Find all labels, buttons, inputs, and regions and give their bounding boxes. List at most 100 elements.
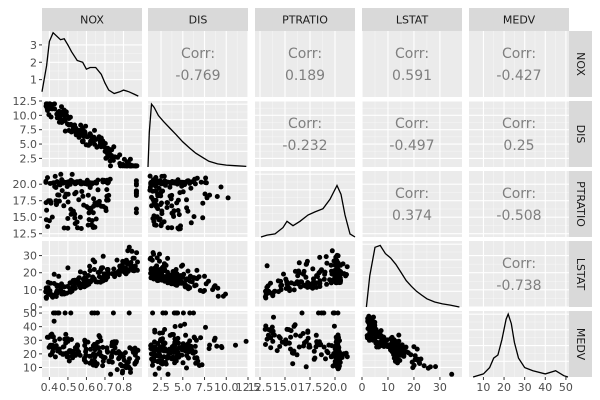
- data-point: [88, 207, 94, 213]
- data-point: [119, 370, 125, 376]
- data-point: [278, 283, 284, 289]
- data-point: [133, 182, 139, 188]
- data-point: [55, 310, 61, 316]
- data-point: [62, 310, 68, 316]
- data-point: [315, 274, 320, 280]
- data-point: [89, 218, 95, 224]
- data-point: [368, 323, 374, 329]
- y-tick-label: 1: [30, 74, 37, 87]
- panel-background: [469, 31, 569, 97]
- correlation-label: Corr:: [395, 46, 429, 62]
- data-point: [325, 350, 331, 356]
- data-point: [180, 262, 186, 268]
- column-strip-bg: [42, 8, 142, 31]
- data-point: [153, 267, 158, 273]
- column-strip-medv: MEDV: [469, 8, 569, 31]
- data-point: [165, 225, 171, 231]
- data-point: [433, 364, 438, 370]
- y-tick-label: 30: [23, 334, 37, 347]
- data-point: [187, 338, 193, 344]
- column-strip-dis: DIS: [148, 8, 248, 31]
- data-point: [72, 191, 78, 197]
- data-point: [94, 144, 100, 150]
- data-point: [54, 179, 60, 185]
- x-tick-label: 0.7: [96, 381, 114, 394]
- data-point: [223, 291, 228, 297]
- data-point: [160, 330, 165, 336]
- data-point: [203, 324, 208, 330]
- data-point: [337, 268, 343, 274]
- data-point: [187, 273, 193, 279]
- data-point: [403, 344, 409, 350]
- y-tick-label: 5.0: [20, 138, 38, 151]
- data-point: [72, 221, 78, 227]
- y-tick-label: 10: [23, 284, 37, 297]
- y-tick-label: 50: [23, 307, 37, 320]
- data-point: [98, 353, 104, 359]
- data-point: [43, 294, 49, 300]
- data-point: [331, 310, 337, 316]
- data-point: [396, 338, 402, 344]
- data-point: [43, 200, 49, 206]
- data-point: [293, 332, 299, 338]
- data-point: [333, 349, 339, 355]
- data-point: [344, 264, 350, 270]
- data-point: [46, 344, 52, 350]
- data-point: [110, 310, 116, 316]
- data-point: [72, 122, 78, 128]
- data-point: [50, 292, 56, 298]
- data-point: [326, 342, 332, 348]
- data-point: [322, 269, 328, 275]
- data-point: [338, 278, 343, 284]
- y-tick-label: 17.5: [13, 195, 38, 208]
- data-point: [83, 277, 89, 283]
- data-point: [122, 350, 128, 356]
- data-point: [66, 128, 72, 133]
- x-tick-label: 7.5: [196, 381, 214, 394]
- data-point: [85, 192, 91, 198]
- data-point: [421, 363, 427, 369]
- row-strip-dis: DIS: [569, 101, 592, 167]
- correlation-label: Corr:: [502, 186, 536, 202]
- column-strip-label: MEDV: [503, 14, 536, 27]
- data-point: [303, 364, 309, 370]
- y-axis-ptratio: 12.5 15.0 17.5 20.0: [13, 178, 42, 241]
- panel-background: [255, 171, 355, 237]
- data-point: [157, 338, 163, 344]
- data-point: [365, 334, 371, 340]
- data-point: [276, 334, 282, 340]
- data-point: [99, 142, 105, 148]
- column-strip-bg: [148, 8, 248, 31]
- data-point: [176, 212, 182, 218]
- data-point: [307, 344, 313, 350]
- column-strip-bg: [255, 8, 355, 31]
- data-point: [170, 269, 176, 274]
- y-axis-lstat: 0 10 20 30: [23, 250, 42, 314]
- data-point: [168, 179, 174, 185]
- data-point: [74, 342, 80, 348]
- data-point: [118, 163, 123, 169]
- data-point: [95, 339, 101, 345]
- data-point: [87, 263, 93, 269]
- row-strip-label: DIS: [574, 125, 587, 144]
- data-point: [327, 277, 333, 283]
- data-point: [135, 259, 140, 265]
- data-point: [83, 346, 89, 352]
- data-point: [125, 248, 131, 254]
- data-point: [133, 193, 139, 198]
- data-point: [188, 220, 194, 226]
- data-point: [156, 365, 162, 371]
- panel-medv-nox: [42, 310, 142, 377]
- panel-background: [255, 101, 355, 167]
- data-point: [180, 189, 186, 195]
- data-point: [295, 281, 301, 287]
- data-point: [165, 255, 171, 261]
- data-point: [65, 199, 71, 205]
- data-point: [187, 285, 193, 291]
- data-point: [50, 334, 56, 340]
- data-point: [156, 185, 162, 191]
- correlation-value: 0.189: [285, 68, 325, 84]
- data-point: [300, 271, 306, 277]
- data-point: [90, 274, 96, 280]
